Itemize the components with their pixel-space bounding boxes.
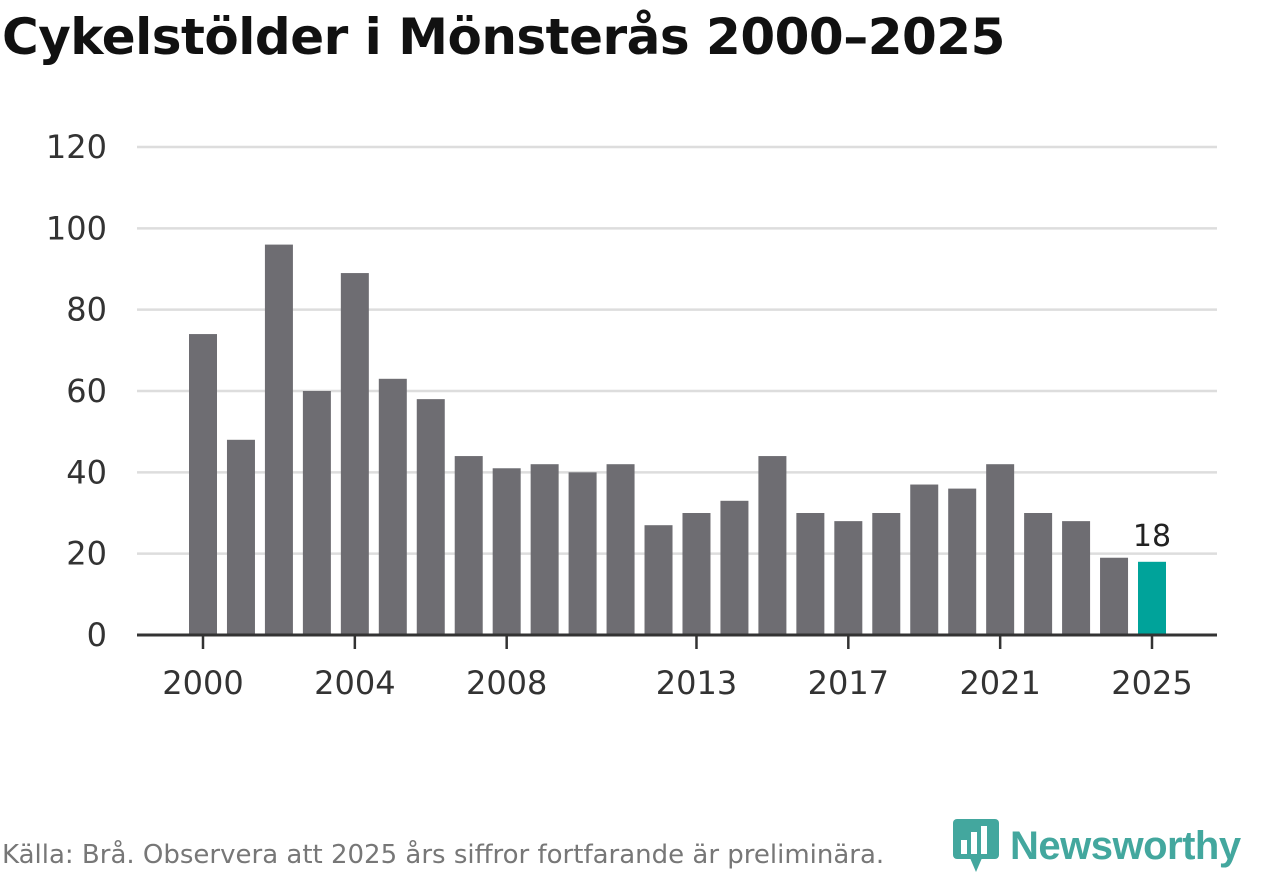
chart-title: Cykelstölder i Mönsterås 2000–2025 bbox=[2, 8, 1005, 66]
y-tick-label: 40 bbox=[66, 453, 107, 491]
x-tick-label: 2017 bbox=[808, 664, 889, 702]
y-tick-label: 0 bbox=[87, 616, 107, 654]
bar-2002 bbox=[264, 244, 293, 635]
bar-2016 bbox=[796, 513, 825, 635]
y-tick-label: 20 bbox=[66, 535, 107, 573]
bar-2022 bbox=[1024, 513, 1053, 635]
bar-2020 bbox=[948, 488, 977, 635]
x-tick-label: 2008 bbox=[466, 664, 547, 702]
y-tick-label: 100 bbox=[46, 209, 107, 247]
x-tick-label: 2021 bbox=[959, 664, 1040, 702]
bar-2015 bbox=[758, 456, 787, 635]
data-labels: 18 bbox=[1133, 519, 1171, 554]
bar-2019 bbox=[910, 484, 939, 635]
bar-2005 bbox=[378, 378, 407, 635]
newsworthy-logo-icon bbox=[953, 819, 999, 872]
bar-2024 bbox=[1100, 557, 1129, 635]
bar-2025 bbox=[1138, 561, 1166, 635]
bar-2003 bbox=[302, 391, 331, 635]
bar-2008 bbox=[492, 468, 521, 635]
y-axis-ticks: 0 20 40 60 80 100 120 bbox=[46, 128, 107, 654]
brand-logo: Newsworthy bbox=[952, 818, 1241, 874]
x-tick-label: 2013 bbox=[656, 664, 737, 702]
bar-2009 bbox=[530, 464, 559, 635]
gridlines bbox=[137, 145, 1217, 555]
bar-2000 bbox=[189, 334, 217, 635]
bar-2012 bbox=[644, 525, 673, 635]
bar-2023 bbox=[1062, 521, 1091, 635]
x-tick-label: 2000 bbox=[162, 664, 243, 702]
source-note: Källa: Brå. Observera att 2025 års siffr… bbox=[2, 840, 885, 870]
data-label-2025: 18 bbox=[1133, 519, 1171, 554]
bar-2014 bbox=[720, 500, 749, 635]
bar-2001 bbox=[226, 439, 255, 635]
bar-2007 bbox=[454, 456, 483, 635]
bar-2018 bbox=[872, 513, 901, 635]
bar-2010 bbox=[568, 472, 597, 635]
y-tick-label: 120 bbox=[46, 128, 107, 166]
bar-2004 bbox=[340, 273, 369, 635]
x-axis: 2000 2004 2008 2013 2017 2021 2025 bbox=[137, 633, 1217, 702]
bar-2013 bbox=[682, 513, 711, 635]
bar-2021 bbox=[986, 464, 1015, 635]
brand-name: Newsworthy bbox=[1010, 823, 1241, 868]
x-tick-label: 2004 bbox=[314, 664, 395, 702]
y-tick-label: 80 bbox=[66, 291, 107, 329]
y-tick-label: 60 bbox=[66, 372, 107, 410]
bar-2017 bbox=[834, 521, 863, 635]
bars bbox=[189, 244, 1166, 635]
bar-2006 bbox=[416, 399, 445, 635]
bar-2011 bbox=[606, 464, 635, 635]
x-tick-label: 2025 bbox=[1111, 664, 1192, 702]
